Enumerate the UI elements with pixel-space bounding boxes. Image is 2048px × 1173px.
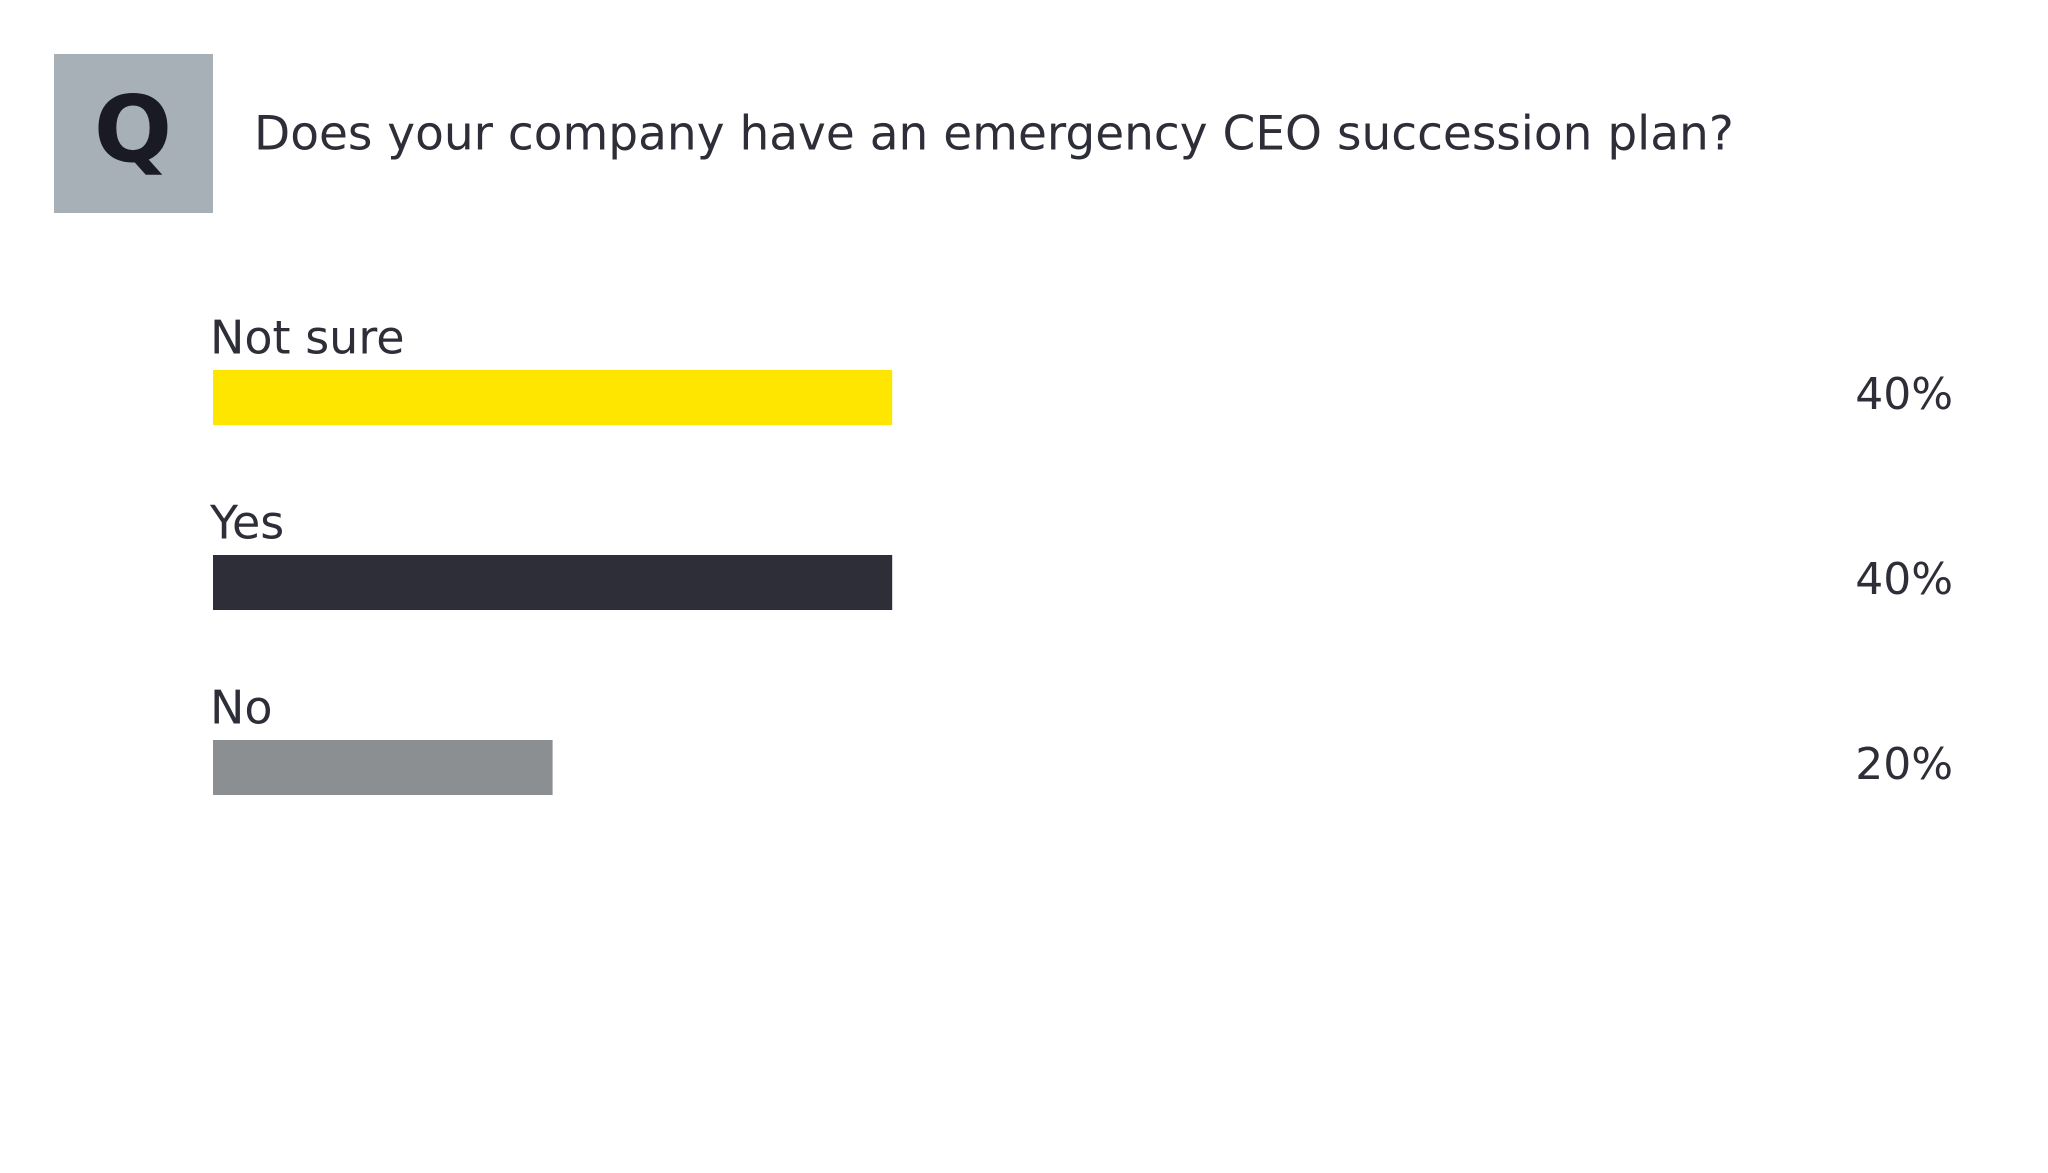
value-label: 40%	[1855, 554, 1953, 605]
value-label: 40%	[1855, 369, 1953, 420]
badge-box	[54, 54, 213, 213]
chart-title: Does your company have an emergency CEO …	[254, 107, 1734, 162]
bar	[213, 555, 893, 610]
bar	[213, 370, 893, 425]
value-label: 20%	[1855, 739, 1953, 790]
bar	[213, 740, 553, 795]
category-label: Not sure	[210, 311, 405, 365]
category-label: No	[210, 681, 273, 735]
category-label: Yes	[209, 496, 284, 550]
badge-letter: Q	[94, 76, 172, 183]
